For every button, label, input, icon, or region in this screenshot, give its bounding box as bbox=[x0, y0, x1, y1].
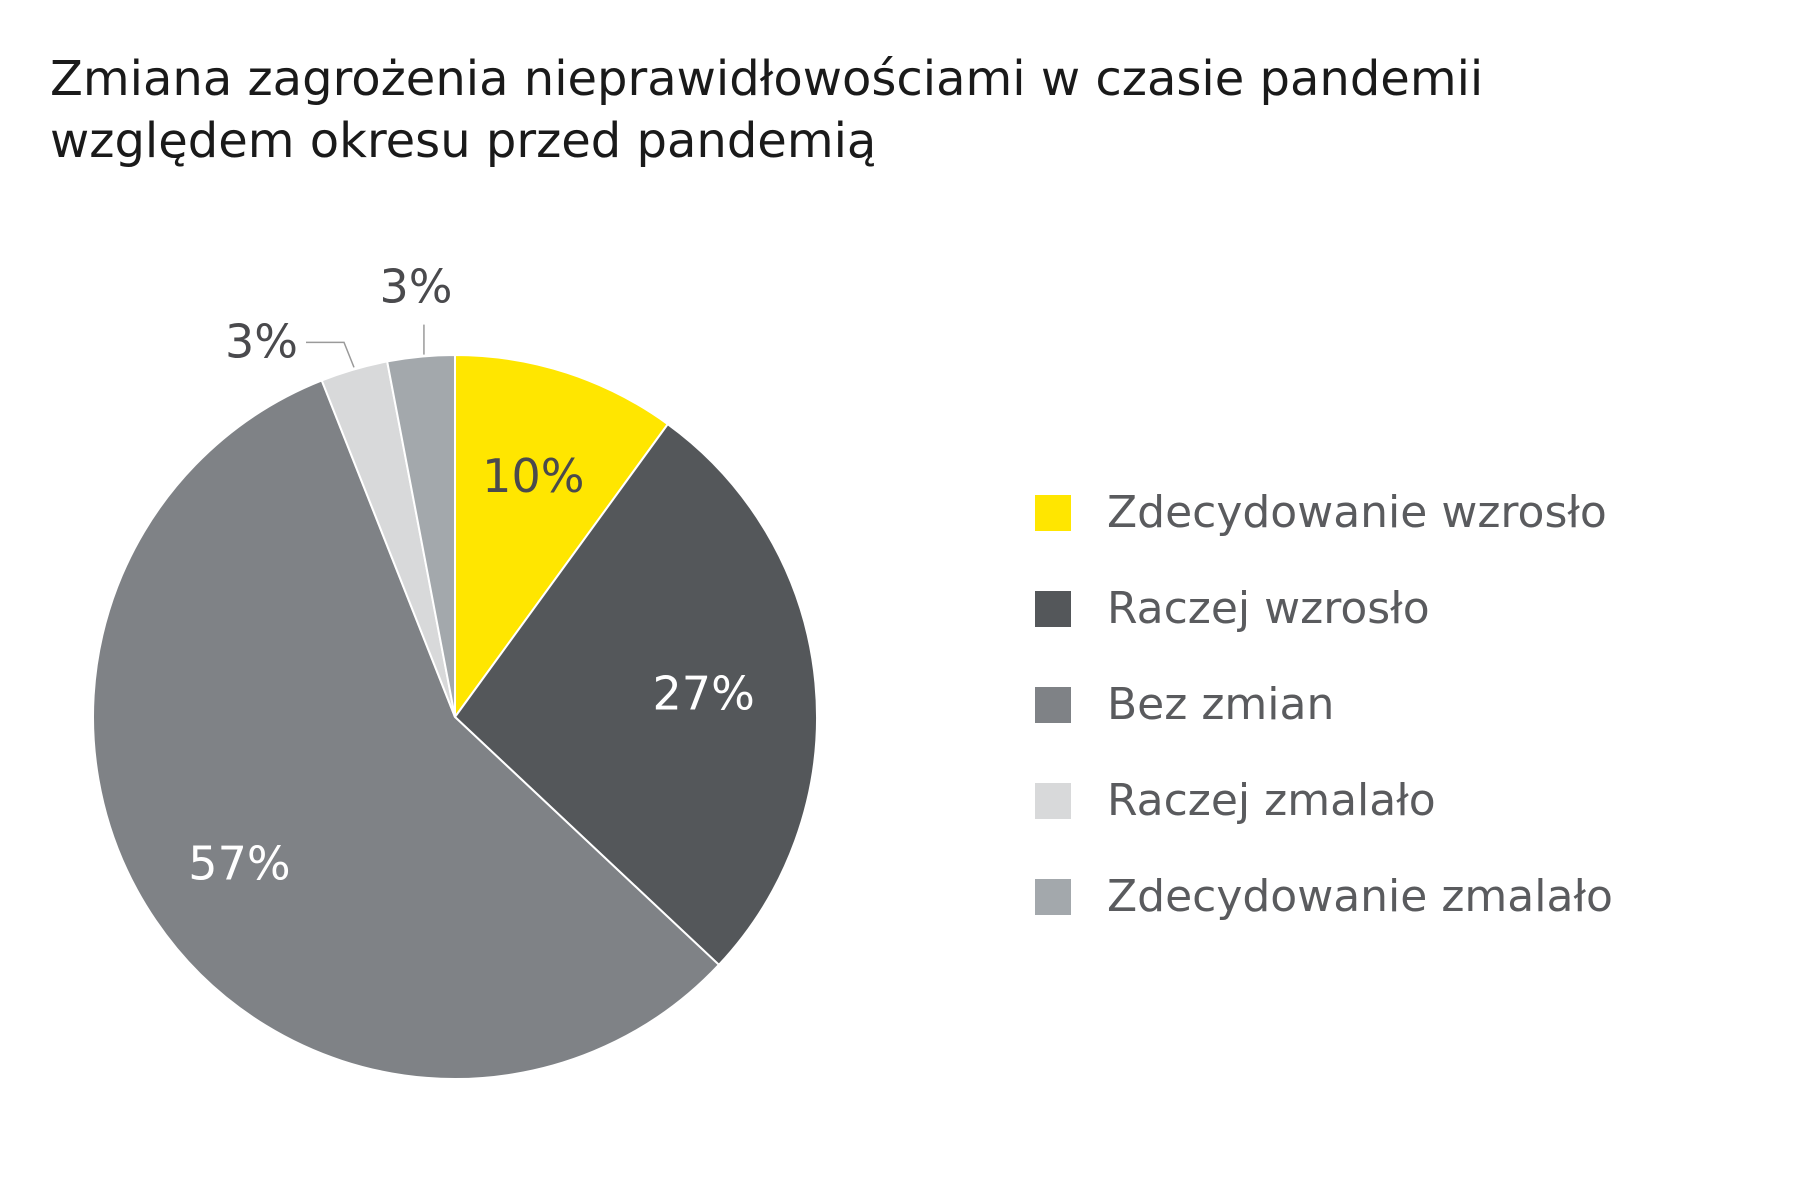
leader-line-3 bbox=[306, 341, 355, 368]
pie-slice-0 bbox=[454, 353, 670, 721]
pie-slice-1 bbox=[453, 422, 818, 967]
legend-label-0: Zdecydowanie wzrosło bbox=[1107, 487, 1607, 538]
pie-slice-2 bbox=[92, 379, 721, 1080]
chart-title-line-2: względem okresu przed pandemią bbox=[50, 113, 876, 169]
legend-swatch-4 bbox=[1035, 879, 1071, 915]
pie: 10% 27% 57% 3% 3% bbox=[92, 260, 818, 1080]
legend-label-1: Raczej wzrosło bbox=[1107, 583, 1430, 634]
pie-slice-4 bbox=[385, 353, 456, 718]
legend-swatch-3 bbox=[1035, 783, 1071, 819]
legend-label-2: Bez zmian bbox=[1107, 679, 1334, 730]
legend-swatch-2 bbox=[1035, 687, 1071, 723]
slice-value-label-4: 3% bbox=[379, 260, 452, 314]
legend: Zdecydowanie wzrosło Raczej wzrosło Bez zm… bbox=[1035, 487, 1613, 922]
chart-title-line-1: Zmiana zagrożenia nieprawidłowościami w … bbox=[50, 51, 1483, 107]
legend-swatch-1 bbox=[1035, 591, 1071, 627]
slice-value-label-3: 3% bbox=[225, 314, 298, 368]
slice-value-label-1: 27% bbox=[653, 666, 755, 720]
legend-label-4: Zdecydowanie zmalało bbox=[1107, 871, 1613, 922]
legend-swatch-0 bbox=[1035, 495, 1071, 531]
legend-label-3: Raczej zmalało bbox=[1107, 775, 1436, 826]
slice-value-label-2: 57% bbox=[188, 837, 290, 891]
slice-value-label-0: 10% bbox=[482, 449, 584, 503]
